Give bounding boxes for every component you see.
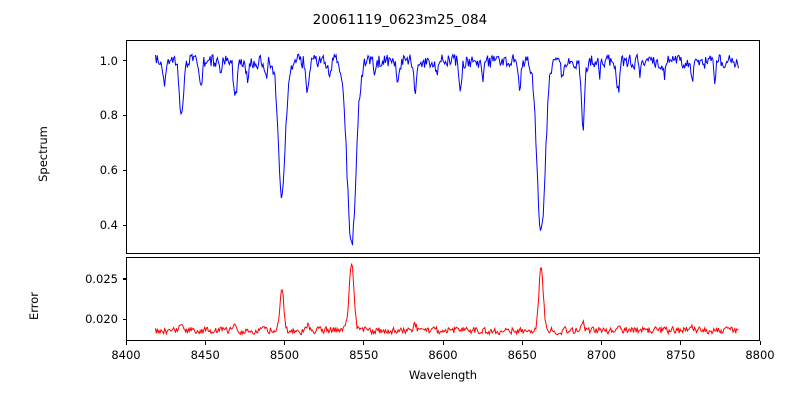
error-y-tickmark [122, 278, 126, 280]
spectrum-plot-panel [126, 40, 760, 254]
x-tickmark [601, 341, 603, 345]
spectrum-y-tick-label: 0.6 [99, 163, 118, 178]
spectrum-y-tickmark [122, 60, 126, 62]
x-tickmark [521, 341, 523, 345]
spectrum-y-tick-label: 0.4 [99, 218, 118, 233]
spectrum-line-chart [154, 52, 739, 246]
error-data-line [154, 262, 739, 336]
x-tickmark [442, 341, 444, 345]
error-line-chart [154, 262, 739, 336]
x-tick-label: 8700 [586, 348, 617, 362]
x-tick-label: 8650 [507, 348, 537, 362]
spectrum-y-tick-label: 0.8 [99, 108, 118, 123]
error-y-tick-label: 0.025 [85, 271, 118, 286]
error-y-tickmark [122, 318, 126, 321]
x-axis-label: Wavelength [408, 368, 478, 382]
error-y-axis-label: Error [27, 291, 41, 321]
x-tickmark [204, 341, 206, 345]
page-title: 20061119_0623m25_084 [312, 12, 488, 28]
spectrum-y-tick-label: 1.0 [99, 53, 118, 68]
x-tickmark [284, 341, 286, 345]
x-tick-label: 8800 [745, 348, 775, 362]
x-tickmark [759, 341, 761, 345]
x-tick-label: 8550 [349, 348, 379, 362]
error-y-tick-label: 0.020 [85, 312, 118, 327]
spectrum-y-axis-label: Spectrum [36, 126, 50, 182]
x-tick-label: 8750 [666, 348, 696, 362]
error-plot-panel [126, 257, 760, 341]
x-tick-label: 8400 [111, 348, 141, 362]
x-tickmark [363, 341, 365, 345]
x-tick-label: 8450 [190, 348, 220, 362]
x-tick-label: 8600 [428, 348, 458, 362]
spectrum-y-tickmark [122, 114, 126, 117]
x-tickmark [680, 341, 682, 345]
spectrum-data-line [154, 52, 739, 246]
spectrum-y-tickmark [122, 224, 126, 226]
x-tickmark [125, 341, 127, 345]
x-tick-label: 8500 [269, 348, 300, 362]
spectrum-y-tickmark [122, 169, 126, 171]
